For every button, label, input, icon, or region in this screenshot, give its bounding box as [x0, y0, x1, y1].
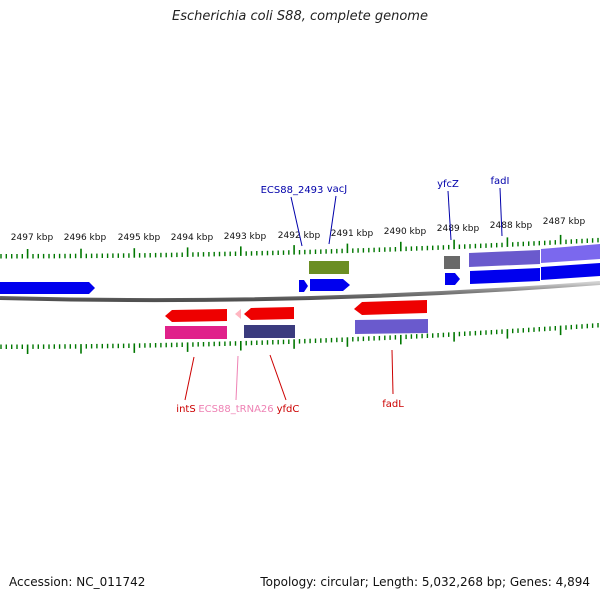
reverse-features — [165, 300, 428, 339]
topology-info: Topology: circular; Length: 5,032,268 bp… — [260, 575, 590, 589]
gene-label-ECS88-2493[interactable]: ECS88_2493 — [261, 185, 324, 196]
gene-trna-arrow[interactable] — [235, 309, 241, 319]
gene-label-yfcZ[interactable]: yfcZ — [437, 179, 459, 190]
gene-gray-block[interactable] — [444, 256, 460, 269]
scale-label: 2487 kbp — [543, 217, 586, 227]
map-title: Escherichia coli S88, complete genome — [172, 9, 428, 24]
gene-label-fadL[interactable]: fadL — [382, 399, 404, 410]
scale-label: 2489 kbp — [437, 224, 480, 234]
accession-label: Accession: NC_011742 — [9, 575, 146, 589]
scale-labels: 2497 kbp 2496 kbp 2495 kbp 2494 kbp 2493… — [11, 217, 586, 243]
gene-label-ECS88-tRNA26[interactable]: ECS88_tRNA26 — [198, 404, 273, 415]
scale-label: 2495 kbp — [118, 233, 161, 243]
gene-vacJ-arrow[interactable] — [310, 279, 350, 291]
gene-purple-block[interactable] — [355, 319, 428, 334]
genome-backbone — [0, 281, 600, 303]
gene-magenta-block[interactable] — [165, 326, 227, 339]
scale-label: 2493 kbp — [224, 232, 267, 242]
gene-label-vacJ[interactable]: vacJ — [327, 184, 348, 195]
scale-label: 2492 kbp — [278, 231, 321, 241]
scale-label: 2488 kbp — [490, 221, 533, 231]
gene-arrow-forward[interactable] — [0, 282, 95, 294]
gene-label-yfdC[interactable]: yfdC — [277, 404, 300, 415]
scale-ticks-forward — [0, 234, 599, 259]
gene-arrow-forward[interactable] — [299, 280, 308, 292]
gene-olive-block[interactable] — [309, 261, 349, 274]
forward-features — [0, 244, 600, 294]
gene-label-intS[interactable]: intS — [176, 404, 195, 415]
scale-label: 2490 kbp — [384, 227, 427, 237]
scale-label: 2496 kbp — [64, 233, 107, 243]
gene-arrow-forward[interactable] — [541, 263, 600, 280]
scale-label: 2497 kbp — [11, 233, 54, 243]
gene-yfcZ-arrow[interactable] — [445, 273, 460, 285]
gene-label-fadI[interactable]: fadI — [491, 176, 510, 187]
gene-arrow-forward[interactable] — [470, 268, 540, 284]
gene-yfdC-arrow[interactable] — [244, 307, 294, 320]
gene-intS-arrow[interactable] — [165, 309, 227, 322]
gene-fadL-arrow[interactable] — [354, 300, 427, 315]
scale-label: 2494 kbp — [171, 233, 214, 243]
gene-navy-block[interactable] — [244, 325, 295, 338]
gene-fadI-block[interactable] — [469, 250, 540, 267]
scale-ticks-reverse — [0, 323, 599, 354]
gene-purple-block[interactable] — [541, 244, 600, 263]
gene-callouts: ECS88_2493 vacJ yfcZ fadI intS ECS88_tRN… — [176, 176, 509, 415]
scale-label: 2491 kbp — [331, 229, 374, 239]
